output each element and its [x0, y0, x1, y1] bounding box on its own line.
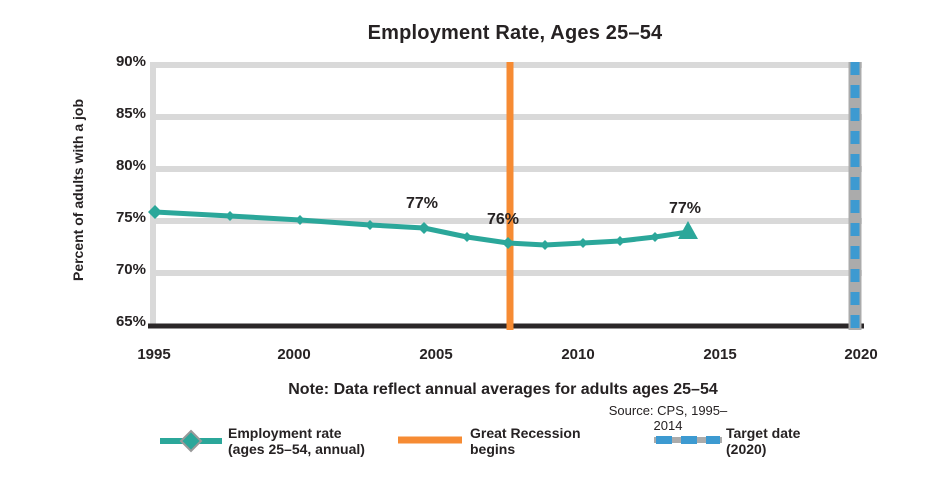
- data-label: 77%: [405, 195, 439, 212]
- series-end-triangle-icon: [678, 221, 698, 239]
- x-tick-label: 1995: [137, 346, 171, 363]
- legend-label-series: Employment rate (ages 25–54, annual): [228, 425, 365, 457]
- y-tick-label: 80%: [115, 157, 146, 174]
- series-line: [148, 205, 698, 250]
- legend-label-event: Great Recession begins: [470, 425, 581, 457]
- data-label: 77%: [668, 200, 702, 217]
- y-tick-label: 70%: [115, 261, 146, 278]
- legend-event-marker-icon: [398, 436, 462, 444]
- x-tick-label: 2010: [561, 346, 595, 363]
- axis-note: Note: Data reflect annual averages for a…: [288, 381, 718, 398]
- y-tick-label: 85%: [115, 105, 146, 122]
- chart-title: Employment Rate, Ages 25–54: [367, 22, 663, 44]
- data-label: 76%: [486, 211, 520, 228]
- gridlines: [150, 62, 862, 276]
- legend-label-target: Target date (2020): [726, 425, 801, 457]
- y-tick-label: 90%: [115, 53, 146, 70]
- x-tick-label: 2000: [277, 346, 311, 363]
- x-tick-label: 2020: [844, 346, 878, 363]
- series-markers: [148, 205, 660, 250]
- legend-series-marker-icon: [160, 429, 222, 453]
- x-tick-label: 2015: [703, 346, 737, 363]
- x-tick-label: 2005: [419, 346, 453, 363]
- y-tick-label: 65%: [115, 313, 146, 330]
- y-tick-label: 75%: [115, 209, 146, 226]
- legend-target-marker-icon: [654, 436, 722, 444]
- source-note: Source: CPS, 1995–2014: [608, 403, 728, 433]
